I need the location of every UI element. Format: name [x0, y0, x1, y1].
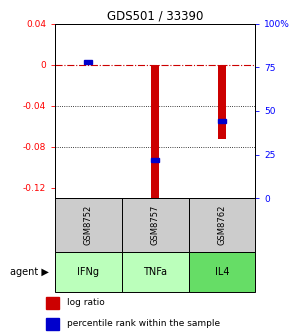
Bar	[84, 60, 93, 64]
Bar	[188, 252, 255, 292]
Bar	[218, 119, 226, 123]
Bar	[46, 297, 59, 309]
Bar	[46, 318, 59, 330]
Text: log ratio: log ratio	[67, 298, 105, 307]
Bar	[151, 65, 159, 198]
Text: IL4: IL4	[215, 267, 229, 277]
Text: GSM8752: GSM8752	[84, 205, 93, 245]
Text: percentile rank within the sample: percentile rank within the sample	[67, 319, 220, 328]
Text: IFNg: IFNg	[77, 267, 99, 277]
Text: TNFa: TNFa	[143, 267, 167, 277]
Bar	[188, 198, 255, 252]
Bar	[55, 198, 122, 252]
Bar	[122, 198, 188, 252]
Text: agent ▶: agent ▶	[10, 267, 49, 277]
Bar	[218, 65, 226, 139]
Text: GSM8757: GSM8757	[151, 205, 160, 245]
Bar	[55, 252, 122, 292]
Bar	[122, 252, 188, 292]
Bar	[84, 62, 93, 65]
Title: GDS501 / 33390: GDS501 / 33390	[107, 9, 203, 23]
Bar	[151, 158, 159, 162]
Text: GSM8762: GSM8762	[217, 205, 226, 245]
